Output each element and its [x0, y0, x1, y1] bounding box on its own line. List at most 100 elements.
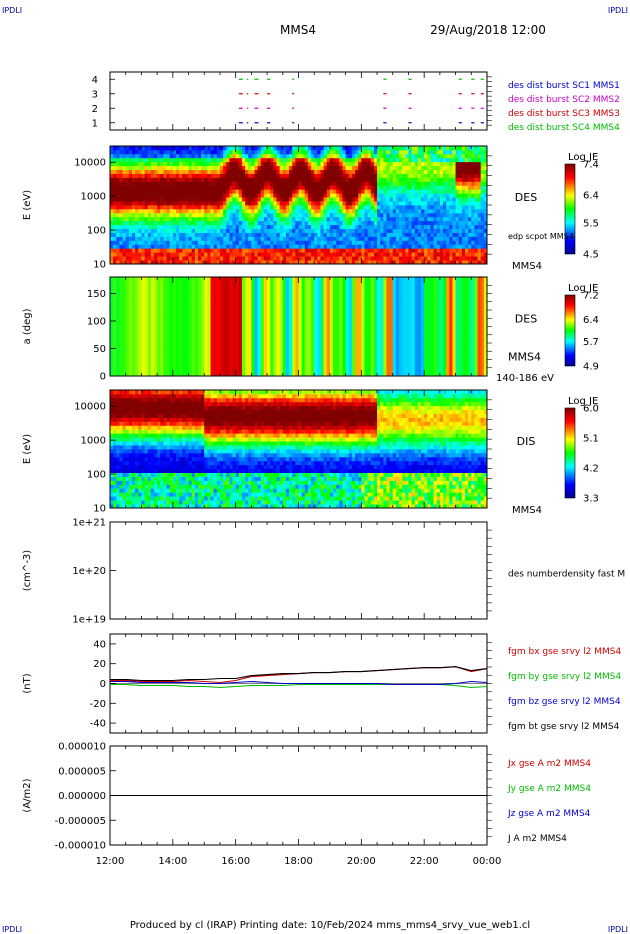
des-energy-cell [298, 256, 303, 261]
des-energy-cell [138, 173, 142, 178]
des-pitch-cell [182, 293, 186, 298]
des-energy-cell [336, 248, 340, 253]
des-energy-cell [395, 185, 400, 190]
des-energy-cell [367, 260, 372, 265]
des-energy-cell [370, 149, 375, 155]
des-energy-cell [188, 165, 193, 170]
des-pitch-cell [131, 283, 136, 288]
des-energy-cell [166, 189, 171, 194]
des-energy-cell [157, 189, 161, 194]
des-energy-cell [389, 173, 394, 178]
des-energy-cell [169, 212, 174, 218]
des-pitch-cell [119, 356, 123, 360]
des-energy-cell [311, 248, 315, 253]
des-energy-cell [317, 161, 321, 167]
des-pitch-cell [191, 329, 196, 334]
des-energy-cell [248, 185, 252, 190]
des-pitch-cell [229, 303, 233, 308]
des-energy-cell [405, 193, 409, 198]
des-energy-cell [138, 189, 142, 194]
des-pitch-cell [179, 359, 183, 364]
des-energy-cell [345, 220, 350, 226]
des-energy-cell [339, 212, 343, 218]
des-pitch-cell [185, 369, 189, 374]
des-energy-cell [245, 157, 249, 163]
des-energy-cell [289, 189, 293, 194]
des-pitch-cell [232, 313, 237, 317]
des-energy-cell [301, 208, 306, 214]
des-pitch-cell [122, 356, 127, 360]
des-energy-cell [373, 208, 378, 214]
des-energy-cell [320, 256, 325, 261]
des-energy-cell [465, 177, 469, 182]
des-energy-cell [383, 157, 387, 163]
des-pitch-cell [138, 277, 142, 281]
des-energy-cell [232, 236, 237, 241]
des-pitch-cell [110, 372, 114, 377]
des-energy-cell [160, 236, 164, 241]
des-energy-cell [125, 244, 130, 249]
des-energy-cell [361, 157, 365, 163]
des-energy-cell [301, 201, 306, 206]
des-energy-cell [358, 146, 362, 151]
des-energy-cell [254, 228, 259, 233]
des-energy-cell [320, 146, 325, 151]
des-energy-cell [465, 173, 469, 178]
des-pitch-cell [163, 323, 167, 327]
des-pitch-cell [147, 306, 152, 311]
des-pitch-cell [138, 366, 142, 370]
des-energy-cell [135, 208, 139, 214]
des-energy-cell [298, 153, 303, 159]
des-energy-cell [241, 244, 246, 249]
des-energy-cell [446, 220, 450, 226]
des-energy-cell [194, 236, 199, 241]
des-energy-cell [251, 244, 255, 249]
des-pitch-cell [135, 280, 139, 284]
des-energy-cell [229, 189, 233, 194]
des-pitch-cell [194, 366, 199, 370]
des-energy-cell [201, 189, 205, 194]
des-pitch-cell [138, 346, 142, 350]
des-energy-cell [386, 153, 391, 159]
des-pitch-cell [119, 352, 123, 357]
des-energy-cell [251, 165, 255, 170]
des-pitch-cell [141, 283, 145, 288]
des-pitch-cell [191, 316, 196, 321]
des-pitch-cell [110, 343, 114, 347]
des-pitch-cell [191, 323, 196, 327]
des-energy-cell [182, 216, 186, 222]
des-pitch-cell [223, 283, 227, 288]
des-pitch-cell [160, 319, 164, 324]
des-energy-cell [307, 228, 312, 233]
des-energy-cell [421, 220, 425, 226]
des-energy-cell [160, 177, 164, 182]
des-pitch-cell [179, 349, 183, 354]
des-energy-cell [333, 201, 337, 206]
des-energy-cell [458, 240, 463, 245]
des-pitch-cell [122, 310, 127, 314]
des-energy-cell [342, 220, 347, 226]
des-energy-cell [348, 181, 353, 186]
des-energy-cell [251, 220, 255, 226]
des-energy-cell [263, 189, 268, 194]
des-energy-cell [477, 153, 482, 159]
des-pitch-cell [210, 277, 215, 281]
des-energy-cell [446, 208, 450, 214]
des-energy-cell [386, 157, 391, 163]
des-energy-cell [245, 146, 249, 151]
des-pitch-cell [163, 277, 167, 281]
des-energy-cell [131, 205, 136, 210]
des-pitch-cell [131, 290, 136, 294]
des-energy-cell [377, 256, 381, 261]
des-pitch-cell [135, 366, 139, 370]
des-energy-cell [128, 181, 133, 186]
des-energy-cell [424, 216, 428, 222]
des-energy-cell [405, 185, 409, 190]
des-energy-cell [449, 181, 453, 186]
des-energy-cell [166, 216, 171, 222]
des-energy-cell [175, 161, 180, 167]
des-energy-cell [235, 220, 240, 226]
des-energy-cell [197, 185, 202, 190]
des-pitch-cell [194, 336, 199, 341]
des-pitch-cell [179, 352, 183, 357]
